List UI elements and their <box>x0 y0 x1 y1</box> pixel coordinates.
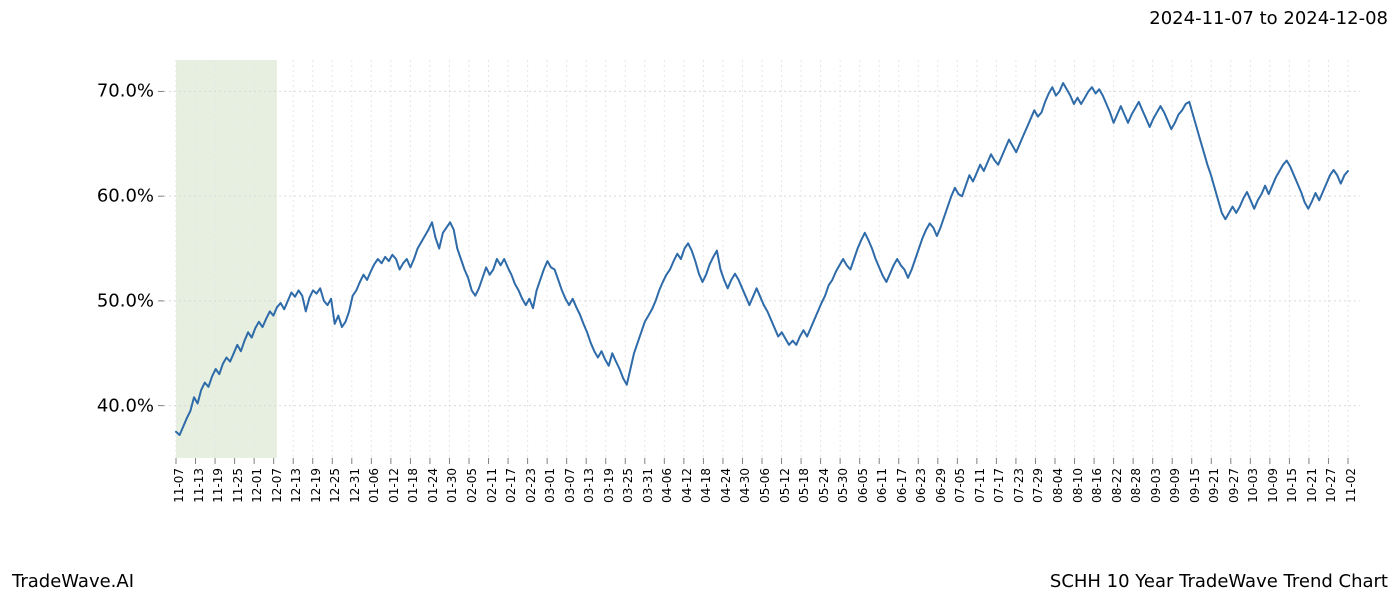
x-tick-label: 05-24 <box>817 468 831 503</box>
x-tick-label: 12-07 <box>270 468 284 503</box>
x-tick-label: 12-19 <box>309 468 323 503</box>
x-tick-label: 03-13 <box>582 468 596 503</box>
x-tick-label: 01-24 <box>426 468 440 503</box>
x-tick-label: 02-05 <box>465 468 479 503</box>
x-tick-label: 03-31 <box>641 468 655 503</box>
x-tick-label: 05-06 <box>758 468 772 503</box>
x-tick-label: 05-12 <box>778 468 792 503</box>
x-tick-label: 04-06 <box>660 468 674 503</box>
x-tick-label: 05-18 <box>797 468 811 503</box>
x-tick-label: 11-13 <box>192 468 206 503</box>
x-tick-label: 09-21 <box>1207 468 1221 503</box>
x-tick-label: 01-30 <box>445 468 459 503</box>
x-tick-label: 08-28 <box>1129 468 1143 503</box>
x-tick-label: 06-17 <box>895 468 909 503</box>
x-tick-label: 10-21 <box>1305 468 1319 503</box>
x-tick-label: 08-22 <box>1110 468 1124 503</box>
chart-title: SCHH 10 Year TradeWave Trend Chart <box>1050 571 1388 592</box>
x-tick-label: 02-23 <box>524 468 538 503</box>
x-tick-label: 05-30 <box>836 468 850 503</box>
x-tick-label: 07-05 <box>953 468 967 503</box>
x-tick-label: 10-15 <box>1285 468 1299 503</box>
x-tick-label: 04-30 <box>738 468 752 503</box>
x-tick-label: 08-10 <box>1071 468 1085 503</box>
y-tick-label: 40.0% <box>14 395 154 416</box>
x-tick-label: 07-11 <box>973 468 987 503</box>
x-tick-label: 09-27 <box>1227 468 1241 503</box>
x-tick-label: 10-27 <box>1324 468 1338 503</box>
x-tick-label: 03-07 <box>563 468 577 503</box>
x-tick-label: 11-25 <box>231 468 245 503</box>
y-tick-label: 70.0% <box>14 81 154 102</box>
x-tick-label: 11-02 <box>1344 468 1358 503</box>
x-tick-label: 11-07 <box>172 468 186 503</box>
x-tick-label: 06-29 <box>934 468 948 503</box>
x-tick-label: 10-03 <box>1246 468 1260 503</box>
chart-container: 40.0% 50.0% 60.0% 70.0% 11-07 11-13 11-19 11-25… <box>0 38 1400 558</box>
x-tick-label: 07-29 <box>1031 468 1045 503</box>
x-tick-label: 06-05 <box>856 468 870 503</box>
date-range-label: 2024-11-07 to 2024-12-08 <box>1149 8 1388 29</box>
x-tick-label: 06-23 <box>914 468 928 503</box>
x-tick-label: 09-09 <box>1168 468 1182 503</box>
x-tick-label: 07-23 <box>1012 468 1026 503</box>
brand-label: TradeWave.AI <box>12 571 134 592</box>
x-tick-label: 06-11 <box>875 468 889 503</box>
x-tick-label: 12-25 <box>328 468 342 503</box>
x-tick-label: 04-12 <box>680 468 694 503</box>
x-tick-label: 01-06 <box>367 468 381 503</box>
x-tick-label: 12-31 <box>348 468 362 503</box>
x-tick-label: 09-03 <box>1149 468 1163 503</box>
x-tick-label: 04-18 <box>699 468 713 503</box>
x-tick-label: 08-16 <box>1090 468 1104 503</box>
x-tick-label: 01-18 <box>406 468 420 503</box>
x-tick-label: 10-09 <box>1266 468 1280 503</box>
x-tick-label: 12-01 <box>250 468 264 503</box>
x-tick-label: 03-19 <box>602 468 616 503</box>
y-tick-label: 60.0% <box>14 186 154 207</box>
x-tick-label: 08-04 <box>1051 468 1065 503</box>
y-tick-label: 50.0% <box>14 290 154 311</box>
x-tick-label: 02-17 <box>504 468 518 503</box>
x-tick-label: 03-01 <box>543 468 557 503</box>
x-tick-label: 07-17 <box>992 468 1006 503</box>
x-tick-label: 03-25 <box>621 468 635 503</box>
x-tick-label: 11-19 <box>211 468 225 503</box>
x-tick-label: 12-13 <box>289 468 303 503</box>
x-tick-label: 09-15 <box>1188 468 1202 503</box>
x-tick-label: 01-12 <box>387 468 401 503</box>
x-tick-label: 04-24 <box>719 468 733 503</box>
x-tick-label: 02-11 <box>485 468 499 503</box>
